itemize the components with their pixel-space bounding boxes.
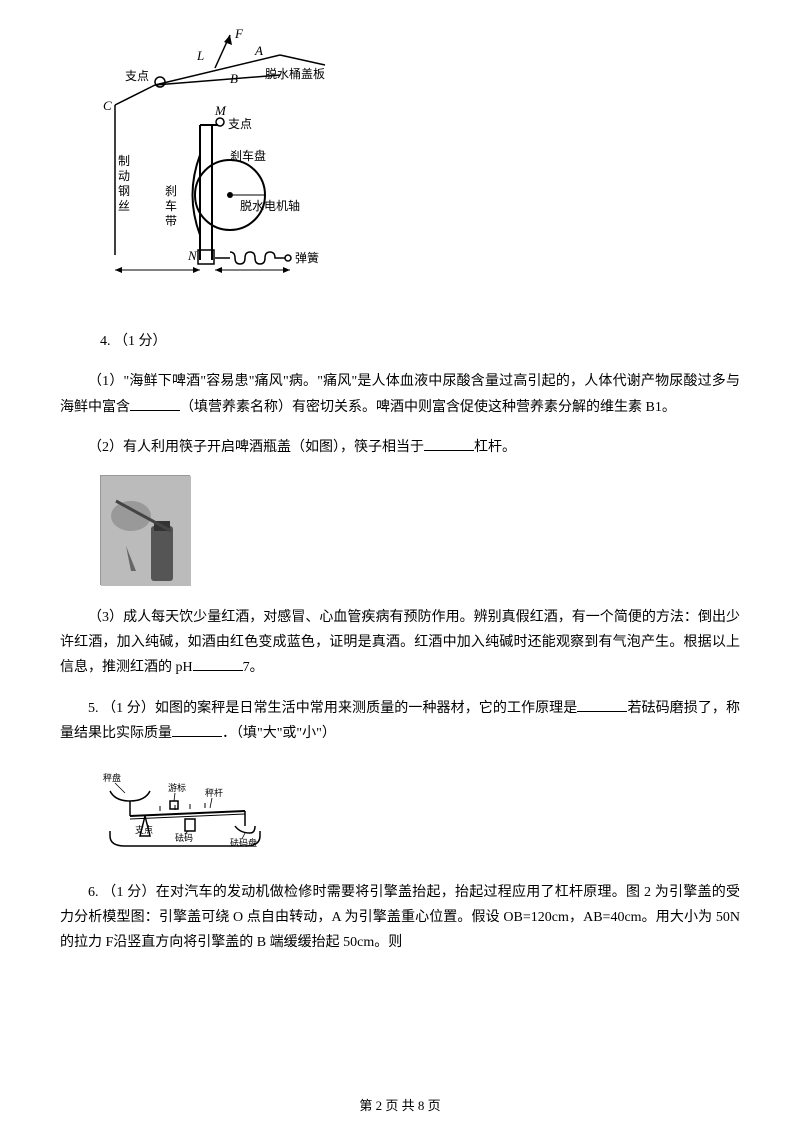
label-A: A — [254, 43, 263, 58]
label-fulcrum2: 支点 — [228, 117, 252, 131]
scale-label-pan: 秤盘 — [103, 772, 121, 783]
blank-lever — [424, 435, 474, 451]
q5-text-a: 5. （1 分）如图的案秤是日常生活中常用来测质量的一种器材，它的工作原理是 — [88, 701, 577, 716]
page-footer: 第 2 页 共 8 页 — [0, 1094, 800, 1117]
scale-label-fulcrum: 支点 — [135, 824, 153, 835]
scale-label-weight: 砝码 — [175, 832, 193, 843]
label-C: C — [103, 98, 112, 113]
label-spring: 弹簧 — [295, 250, 319, 265]
scale-label-rider: 游标 — [168, 782, 186, 793]
label-fulcrum1: 支点 — [125, 69, 149, 83]
q5-text: 5. （1 分）如图的案秤是日常生活中常用来测质量的一种器材，它的工作原理是若砝… — [60, 696, 740, 746]
label-M: M — [214, 103, 227, 118]
label-L: L — [196, 48, 204, 63]
q4-part3-text: （3）成人每天饮少量红酒，对感冒、心血管疾病有预防作用。辨别真假红酒，有一个简便… — [60, 610, 740, 675]
svg-text:带: 带 — [165, 214, 177, 228]
q5-text-end: ．（填"大"或"小"） — [222, 726, 336, 741]
q4-part3: （3）成人每天饮少量红酒，对感冒、心血管疾病有预防作用。辨别真假红酒，有一个简便… — [60, 605, 740, 681]
label-F: F — [234, 26, 244, 41]
svg-text:车: 车 — [165, 198, 177, 213]
label-brake-wire-1: 制 — [118, 154, 130, 168]
mechanical-diagram: F L A B 支点 脱水桶盖板 C 制 动 钢 丝 M 支点 刹车盘 刹 车 — [100, 20, 740, 309]
blank-principle — [577, 696, 627, 712]
scale-label-beam: 秤杆 — [205, 787, 223, 798]
q4-part3-end: 7。 — [243, 660, 264, 675]
svg-text:钢: 钢 — [118, 184, 130, 198]
label-motor-shaft: 脱水电机轴 — [240, 198, 300, 213]
svg-text:动: 动 — [118, 169, 130, 183]
label-B: B — [230, 71, 238, 86]
label-cover-plate: 脱水桶盖板 — [265, 66, 325, 81]
blank-size — [172, 721, 222, 737]
washing-machine-brake-diagram: F L A B 支点 脱水桶盖板 C 制 动 钢 丝 M 支点 刹车盘 刹 车 — [100, 20, 330, 300]
q6-text: 6. （1 分）在对汽车的发动机做检修时需要将引擎盖抬起，抬起过程应用了杠杆原理… — [60, 880, 740, 956]
scale-diagram: 秤盘 游标 秤杆 支点 砝码 砝码盘 — [100, 761, 740, 860]
q4-part2-text: （2）有人利用筷子开启啤酒瓶盖（如图），筷子相当于 — [88, 440, 424, 455]
scale-label-weight-pan: 砝码盘 — [230, 837, 257, 848]
q4-part1: （1）"海鲜下啤酒"容易患"痛风"病。"痛风"是人体血液中尿酸含量过高引起的，人… — [60, 369, 740, 419]
blank-nutrient — [130, 395, 180, 411]
q4-number: 4. （1 分） — [100, 329, 740, 354]
svg-text:丝: 丝 — [118, 199, 130, 213]
label-N: N — [187, 248, 198, 263]
label-brake-belt-1: 刹 — [165, 184, 177, 198]
label-brake-disc: 刹车盘 — [230, 148, 266, 163]
q4-part2-end: 杠杆。 — [474, 440, 516, 455]
q4-part1-end: （填营养素名称）有密切关系。啤酒中则富含促使这种营养素分解的维生素 B1。 — [180, 400, 676, 415]
chopstick-bottle-image — [100, 475, 740, 585]
q4-part2: （2）有人利用筷子开启啤酒瓶盖（如图），筷子相当于 杠杆。 — [60, 435, 740, 460]
blank-ph — [193, 655, 243, 671]
